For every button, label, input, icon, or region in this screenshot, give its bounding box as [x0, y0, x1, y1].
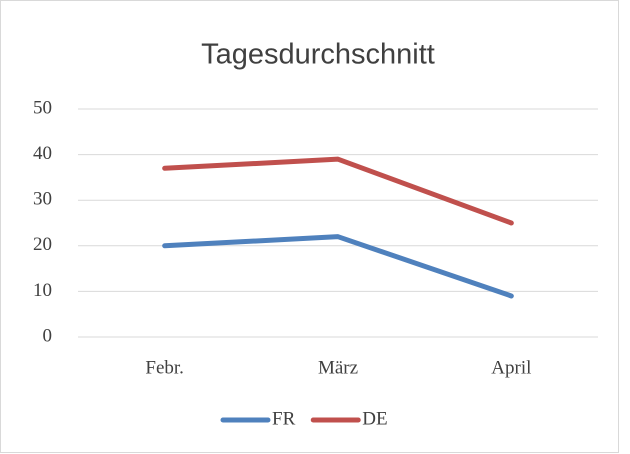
data-line	[162, 234, 514, 299]
chart-title: Tagesdurchschnitt	[201, 39, 435, 71]
x-tick-label: April	[491, 357, 531, 378]
y-tick-label: 30	[33, 189, 52, 210]
y-tick-label: 40	[33, 143, 52, 164]
y-tick-label: 50	[33, 97, 52, 118]
data-line	[162, 156, 514, 226]
legend-label: DE	[362, 408, 387, 429]
y-tick-label: 20	[33, 234, 52, 255]
x-tick-label: März	[318, 357, 358, 378]
y-tick-label: 10	[33, 280, 52, 301]
legend-label: FR	[272, 408, 296, 429]
x-tick-label: Febr.	[145, 357, 184, 378]
y-tick-label: 0	[43, 325, 53, 346]
